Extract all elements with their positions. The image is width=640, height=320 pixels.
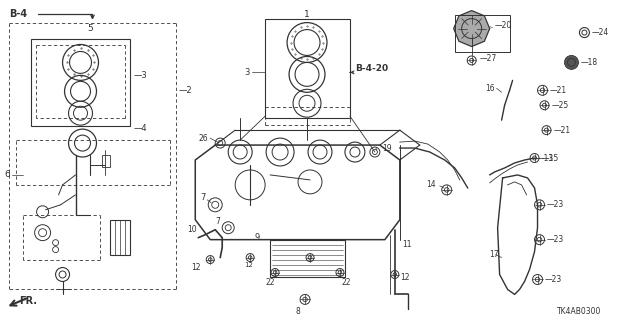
- Text: 6: 6: [4, 171, 10, 180]
- Text: —18: —18: [580, 58, 598, 67]
- Text: B-4-20: B-4-20: [355, 64, 388, 73]
- Text: —23: —23: [547, 200, 564, 209]
- Text: 12: 12: [244, 261, 253, 268]
- Text: —21: —21: [550, 86, 566, 95]
- Text: 22: 22: [266, 278, 275, 287]
- Circle shape: [564, 55, 579, 69]
- Text: TK4AB0300: TK4AB0300: [557, 307, 602, 316]
- Text: 7: 7: [200, 193, 205, 202]
- Polygon shape: [454, 11, 490, 46]
- Bar: [31, 38, 131, 126]
- Bar: [265, 19, 350, 118]
- Text: —23: —23: [545, 275, 562, 284]
- Text: —24: —24: [591, 28, 609, 37]
- Text: B-4: B-4: [9, 9, 27, 19]
- Text: 8: 8: [296, 307, 300, 316]
- Text: —2: —2: [179, 86, 192, 95]
- Text: 19: 19: [382, 144, 392, 153]
- Text: 3: 3: [244, 68, 250, 77]
- Text: FR.: FR.: [19, 296, 36, 306]
- Bar: [111, 220, 131, 255]
- Bar: [102, 155, 111, 167]
- Text: —15: —15: [541, 154, 559, 163]
- Text: —20: —20: [495, 21, 512, 30]
- Text: —25: —25: [552, 101, 569, 110]
- Text: 5: 5: [88, 24, 93, 33]
- Text: 10: 10: [188, 225, 197, 234]
- Text: 22: 22: [342, 278, 351, 287]
- Text: —23: —23: [547, 235, 564, 244]
- Text: 9: 9: [255, 233, 260, 242]
- Text: 26: 26: [198, 133, 208, 143]
- Text: 12: 12: [400, 273, 410, 282]
- Text: 7: 7: [215, 217, 220, 226]
- Text: 12: 12: [191, 263, 200, 272]
- Text: —4: —4: [133, 124, 147, 132]
- Bar: [454, 15, 509, 52]
- Text: —13: —13: [536, 154, 554, 163]
- Text: 14: 14: [426, 180, 436, 189]
- Text: —27: —27: [479, 54, 497, 63]
- Text: 11: 11: [402, 240, 412, 249]
- Text: —21: —21: [554, 126, 571, 135]
- Text: —3: —3: [133, 71, 147, 80]
- Text: 17: 17: [490, 250, 499, 259]
- Bar: [270, 240, 345, 277]
- Text: 1: 1: [304, 10, 310, 19]
- Text: 16: 16: [485, 84, 495, 93]
